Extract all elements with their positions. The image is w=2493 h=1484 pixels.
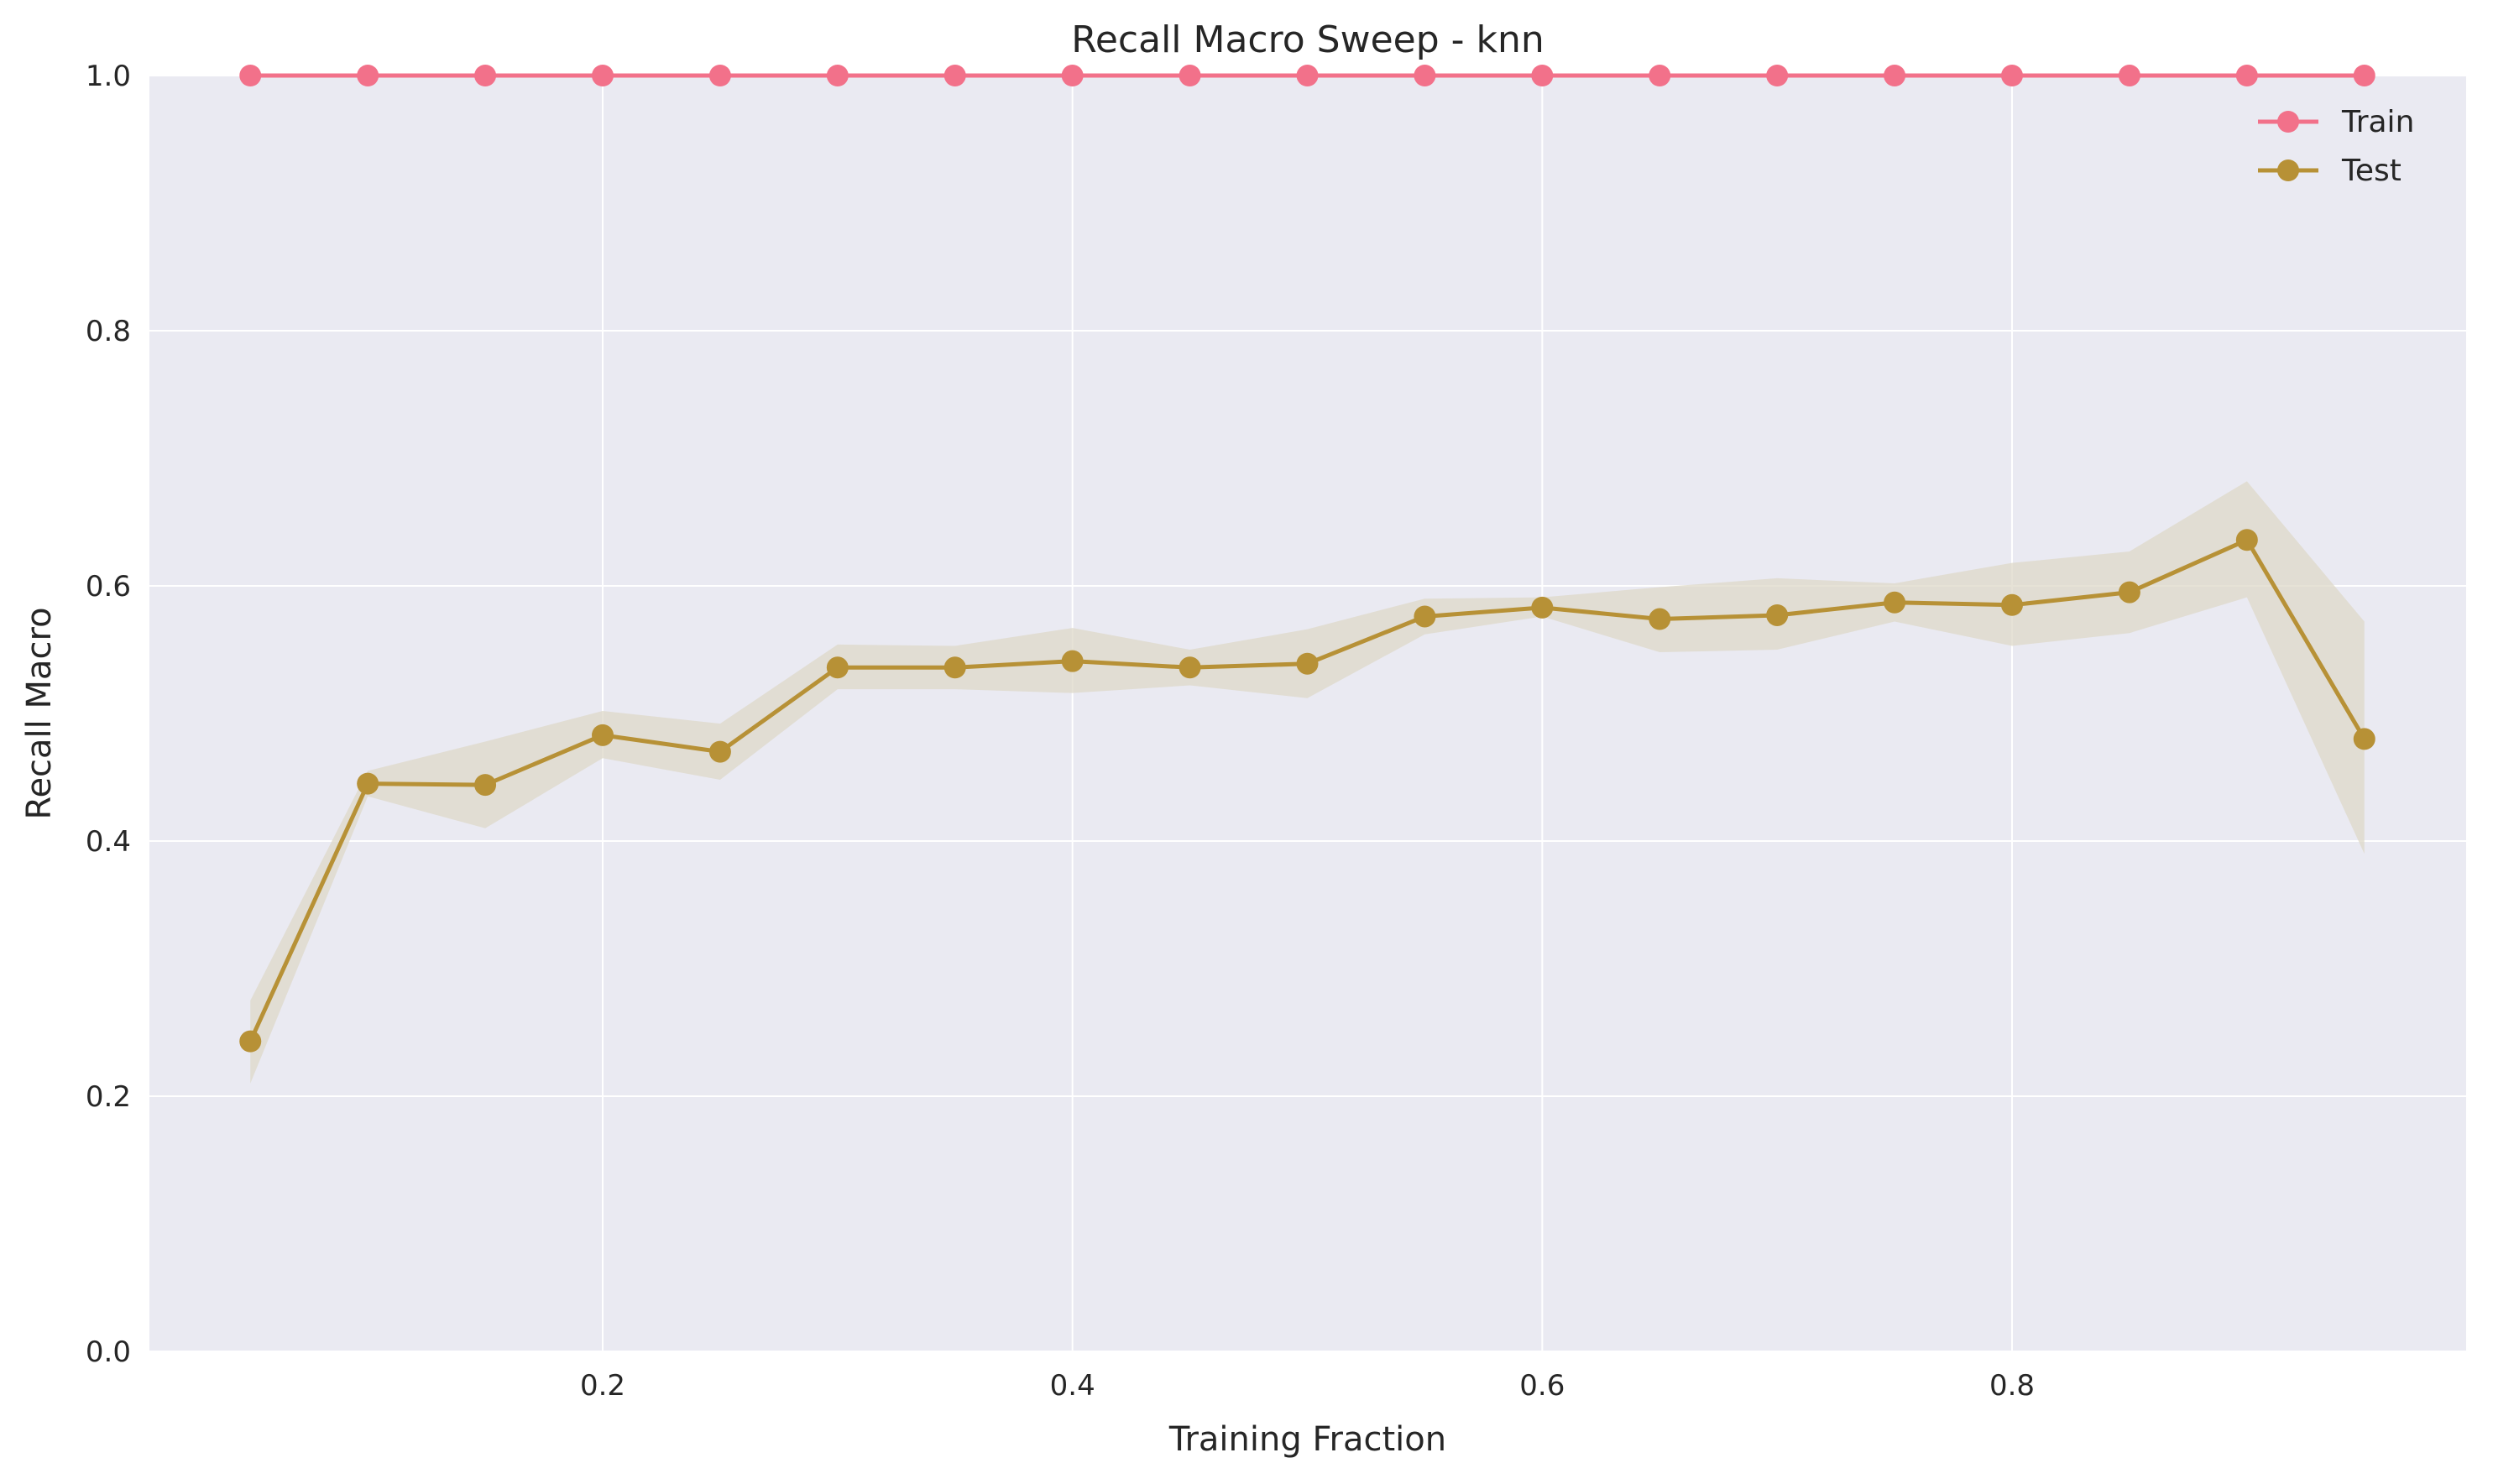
data-point-test: [357, 772, 379, 795]
data-point-test: [2235, 529, 2258, 551]
y-tick-label: 0.6: [86, 570, 131, 604]
legend: Train Test: [2258, 105, 2414, 188]
data-point-test: [474, 774, 497, 797]
data-point-test: [1414, 605, 1436, 628]
x-axis-label: Training Fraction: [1168, 1420, 1446, 1459]
data-point-train: [1649, 65, 1671, 86]
legend-label: Test: [2341, 154, 2402, 188]
legend-marker: [2277, 111, 2299, 133]
data-point-train: [708, 65, 731, 86]
data-point-test: [1766, 604, 1789, 626]
y-tick-label: 1.0: [86, 60, 131, 93]
data-point-test: [1179, 656, 1201, 679]
y-tick-label: 0.0: [86, 1335, 131, 1369]
data-point-test: [708, 740, 731, 763]
data-point-train: [943, 65, 966, 86]
data-point-test: [826, 656, 849, 679]
plot-background: [149, 76, 2466, 1351]
x-tick-label: 0.6: [1519, 1369, 1565, 1403]
data-point-test: [943, 656, 966, 679]
confidence-bands: [250, 481, 2365, 1084]
data-point-train: [826, 65, 849, 86]
data-point-test: [1531, 596, 1554, 619]
data-point-train: [2353, 65, 2375, 86]
y-tick-label: 0.8: [86, 315, 131, 348]
data-point-train: [1531, 65, 1554, 86]
data-point-test: [2353, 728, 2375, 750]
data-point-train: [1414, 65, 1436, 86]
data-point-test: [2001, 593, 2023, 616]
y-tick-label: 0.2: [86, 1080, 131, 1114]
x-tick-label: 0.8: [1989, 1369, 2035, 1403]
data-point-train: [2001, 65, 2023, 86]
data-point-train: [1766, 65, 1789, 86]
data-point-train: [1884, 65, 1906, 86]
series-band: [250, 481, 2365, 1084]
data-point-test: [1649, 608, 1671, 630]
data-point-train: [1296, 65, 1319, 86]
data-point-test: [1884, 591, 1906, 614]
data-point-train: [1179, 65, 1201, 86]
data-point-test: [1296, 652, 1319, 675]
data-point-train: [357, 65, 379, 86]
series-points: [239, 65, 2375, 1053]
data-point-test: [2118, 581, 2140, 604]
y-tick-labels: 0.0 0.2 0.4 0.6 0.8 1.0: [86, 60, 131, 1369]
data-point-train: [2235, 65, 2258, 86]
data-point-train: [1061, 65, 1084, 86]
legend-label: Train: [2341, 105, 2414, 139]
x-tick-labels: 0.2 0.4 0.6 0.8: [580, 1369, 2035, 1403]
data-point-train: [592, 65, 614, 86]
x-tick-label: 0.2: [580, 1369, 625, 1403]
data-point-train: [2118, 65, 2140, 86]
chart-title: Recall Macro Sweep - knn: [1071, 18, 1544, 61]
y-axis-label: Recall Macro: [20, 607, 59, 819]
data-point-test: [592, 724, 614, 746]
data-point-train: [474, 65, 497, 86]
legend-marker: [2277, 159, 2299, 181]
data-point-train: [239, 65, 262, 86]
data-point-test: [239, 1030, 262, 1053]
data-point-test: [1061, 650, 1084, 672]
x-tick-label: 0.4: [1050, 1369, 1095, 1403]
y-tick-label: 0.4: [86, 825, 131, 859]
